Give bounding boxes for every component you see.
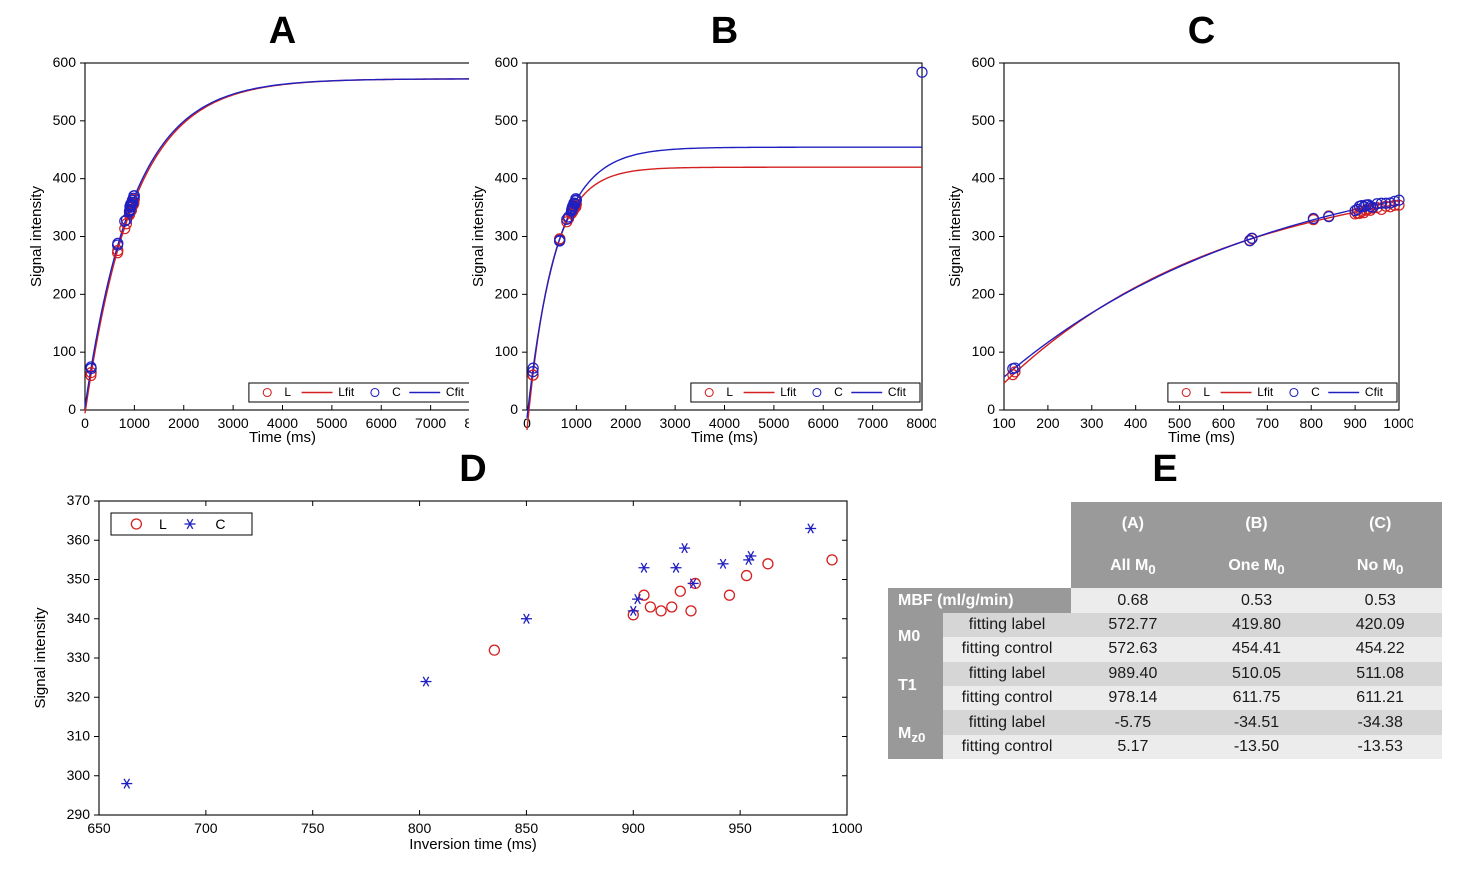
svg-text:L: L: [159, 516, 167, 532]
svg-text:600: 600: [495, 54, 519, 70]
svg-text:L: L: [1203, 385, 1210, 399]
svg-text:200: 200: [495, 285, 519, 301]
svg-text:Time (ms): Time (ms): [1168, 429, 1235, 446]
svg-text:7000: 7000: [415, 415, 446, 431]
svg-text:L: L: [726, 385, 733, 399]
svg-text:Signal intensity: Signal intensity: [947, 186, 964, 287]
svg-text:1000: 1000: [1383, 415, 1413, 431]
svg-text:8000: 8000: [906, 415, 936, 431]
svg-text:Signal intensity: Signal intensity: [32, 607, 49, 708]
svg-text:300: 300: [53, 228, 77, 244]
svg-text:400: 400: [972, 170, 996, 186]
svg-text:750: 750: [301, 820, 325, 836]
svg-text:Signal intensity: Signal intensity: [470, 186, 487, 287]
svg-text:L: L: [284, 385, 291, 399]
svg-text:5000: 5000: [758, 415, 789, 431]
svg-text:300: 300: [495, 228, 519, 244]
svg-text:C: C: [1311, 385, 1320, 399]
svg-text:320: 320: [67, 688, 91, 704]
svg-text:200: 200: [1036, 415, 1060, 431]
svg-text:Inversion time (ms): Inversion time (ms): [409, 836, 537, 853]
svg-text:3000: 3000: [218, 415, 249, 431]
svg-text:600: 600: [972, 54, 996, 70]
svg-text:650: 650: [87, 820, 111, 836]
svg-text:100: 100: [972, 343, 996, 359]
svg-text:950: 950: [728, 820, 752, 836]
svg-text:Cfit: Cfit: [446, 385, 465, 399]
svg-text:100: 100: [53, 343, 77, 359]
svg-text:350: 350: [67, 571, 91, 587]
svg-text:400: 400: [53, 170, 77, 186]
svg-text:330: 330: [67, 649, 91, 665]
svg-text:Time (ms): Time (ms): [249, 429, 316, 446]
svg-text:200: 200: [972, 285, 996, 301]
svg-text:850: 850: [515, 820, 539, 836]
svg-text:700: 700: [1256, 415, 1280, 431]
svg-text:400: 400: [495, 170, 519, 186]
svg-text:500: 500: [53, 112, 77, 128]
svg-text:370: 370: [67, 492, 91, 508]
svg-text:700: 700: [194, 820, 218, 836]
svg-text:3000: 3000: [660, 415, 691, 431]
svg-text:900: 900: [1343, 415, 1367, 431]
svg-text:2000: 2000: [168, 415, 199, 431]
svg-text:310: 310: [67, 728, 91, 744]
svg-text:300: 300: [67, 767, 91, 783]
svg-text:Signal intensity: Signal intensity: [28, 186, 45, 287]
svg-text:500: 500: [495, 112, 519, 128]
svg-text:Lfit: Lfit: [338, 385, 355, 399]
svg-text:360: 360: [67, 531, 91, 547]
svg-text:C: C: [215, 516, 225, 532]
svg-text:400: 400: [1124, 415, 1148, 431]
svg-text:800: 800: [408, 820, 432, 836]
svg-text:5000: 5000: [316, 415, 347, 431]
svg-text:0: 0: [510, 401, 518, 417]
svg-text:300: 300: [1080, 415, 1104, 431]
svg-text:100: 100: [992, 415, 1016, 431]
svg-text:600: 600: [53, 54, 77, 70]
svg-text:1000: 1000: [831, 820, 862, 836]
svg-text:0: 0: [81, 415, 89, 431]
svg-text:Cfit: Cfit: [1365, 385, 1384, 399]
svg-text:6000: 6000: [366, 415, 397, 431]
svg-text:2000: 2000: [610, 415, 641, 431]
svg-text:340: 340: [67, 610, 91, 626]
svg-text:7000: 7000: [857, 415, 888, 431]
svg-text:Lfit: Lfit: [1257, 385, 1274, 399]
svg-text:800: 800: [1300, 415, 1324, 431]
svg-text:900: 900: [622, 820, 646, 836]
svg-text:6000: 6000: [808, 415, 839, 431]
svg-text:C: C: [834, 385, 843, 399]
svg-text:1000: 1000: [561, 415, 592, 431]
svg-text:200: 200: [53, 285, 77, 301]
svg-text:100: 100: [495, 343, 519, 359]
svg-text:C: C: [392, 385, 401, 399]
svg-text:Cfit: Cfit: [888, 385, 907, 399]
svg-text:500: 500: [972, 112, 996, 128]
svg-text:300: 300: [972, 228, 996, 244]
svg-text:0: 0: [68, 401, 76, 417]
svg-text:1000: 1000: [119, 415, 150, 431]
svg-text:Lfit: Lfit: [780, 385, 797, 399]
svg-text:Time (ms): Time (ms): [691, 429, 758, 446]
